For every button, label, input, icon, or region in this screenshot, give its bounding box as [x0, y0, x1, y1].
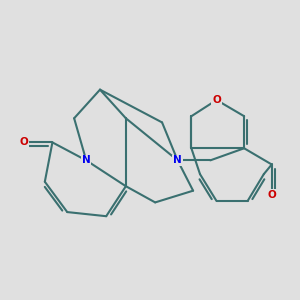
- Text: N: N: [173, 155, 182, 165]
- Text: O: O: [212, 95, 221, 105]
- Text: O: O: [267, 190, 276, 200]
- Text: N: N: [82, 155, 91, 165]
- Text: O: O: [20, 137, 28, 147]
